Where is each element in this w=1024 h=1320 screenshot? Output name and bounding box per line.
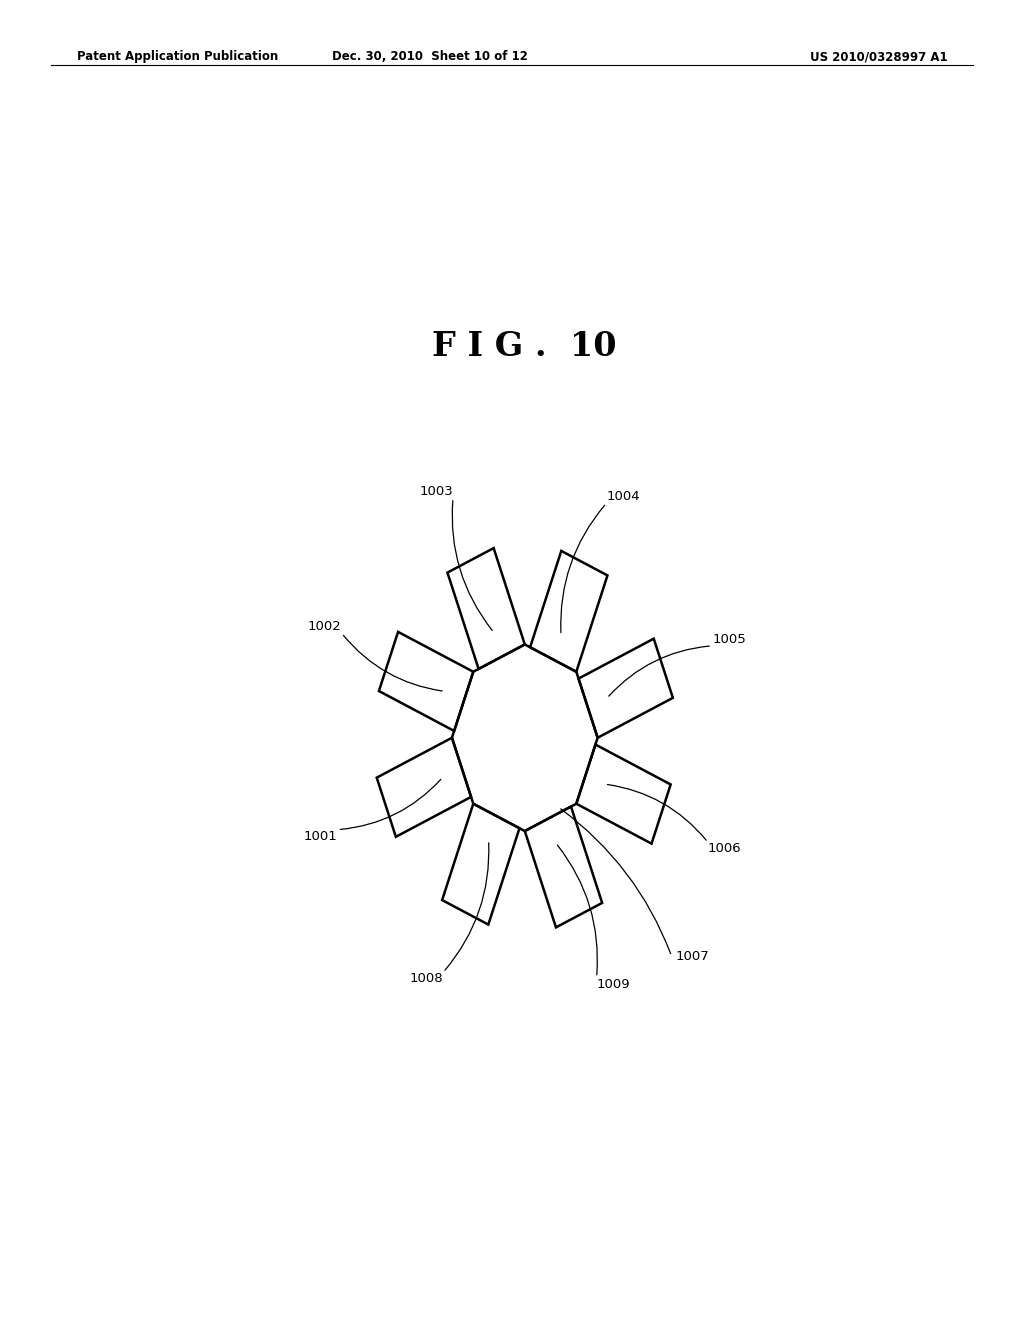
Text: 1004: 1004 (606, 490, 640, 503)
Text: Patent Application Publication: Patent Application Publication (77, 50, 279, 63)
Text: 1007: 1007 (676, 950, 710, 962)
Text: 1008: 1008 (410, 973, 443, 985)
Text: F I G .  10: F I G . 10 (432, 330, 617, 363)
Text: US 2010/0328997 A1: US 2010/0328997 A1 (810, 50, 947, 63)
Text: 1006: 1006 (708, 842, 741, 855)
Text: 1009: 1009 (597, 978, 630, 990)
Text: 1005: 1005 (712, 632, 745, 645)
Text: 1001: 1001 (304, 830, 338, 842)
Text: 1002: 1002 (308, 620, 342, 634)
Text: 1003: 1003 (419, 484, 453, 498)
Text: Dec. 30, 2010  Sheet 10 of 12: Dec. 30, 2010 Sheet 10 of 12 (332, 50, 528, 63)
